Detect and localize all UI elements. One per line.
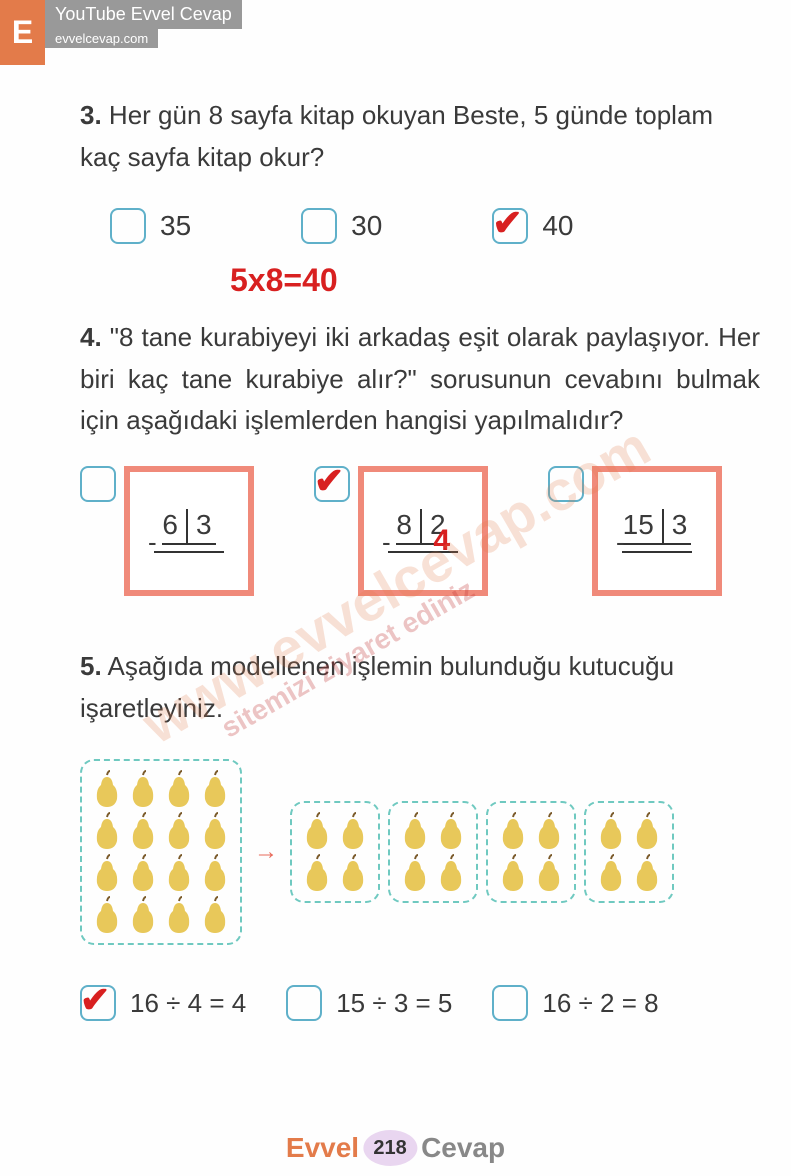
check-mark-icon: ✔ [314,460,344,502]
pear-icon [126,853,160,893]
option-label: 40 [542,210,573,242]
checkbox-icon[interactable] [110,208,146,244]
question-4: 4. "8 tane kurabiyeyi iki arkadaş eşit o… [80,317,760,442]
pear-icon [198,853,232,893]
q5-pears-section: → [80,759,760,945]
minus-icon: - [382,527,391,558]
footer-page-number: 218 [363,1130,417,1166]
pear-icon [496,853,530,893]
header-logo: E YouTube Evvel Cevap evvelcevap.com [0,0,242,65]
pear-icon [126,769,160,809]
page-footer: Evvel 218 Cevap [286,1130,505,1166]
q3-option[interactable]: ✔ 40 [492,208,573,244]
option-label: 35 [160,210,191,242]
q3-number: 3. [80,100,102,130]
pear-small-box [486,801,576,903]
q5-text: Aşağıda modellenen işlemin bulunduğu kut… [80,651,674,723]
pear-icon [496,811,530,851]
pear-icon [126,895,160,935]
pear-icon [434,811,468,851]
pear-small-box [388,801,478,903]
option-label: 16 ÷ 2 = 8 [542,988,658,1019]
pear-icon [162,853,196,893]
logo-e-icon: E [0,0,45,65]
pear-icon [162,895,196,935]
pear-icon [532,853,566,893]
checkbox-icon[interactable]: ✔ [492,208,528,244]
pear-icon [198,811,232,851]
division-card: 82 - 4 [358,466,488,596]
checkbox-icon[interactable] [286,985,322,1021]
checkbox-icon[interactable] [301,208,337,244]
pear-icon [336,811,370,851]
pear-icon [594,811,628,851]
pear-icon [198,769,232,809]
minus-icon: - [616,527,625,558]
q3-text: Her gün 8 sayfa kitap okuyan Beste, 5 gü… [80,100,713,172]
pear-icon [90,853,124,893]
q4-text: "8 tane kurabiyeyi iki arkadaş eşit olar… [80,322,760,435]
pear-icon [126,811,160,851]
question-5: 5. Aşağıda modellenen işlemin bulunduğu … [80,646,760,729]
option-label: 16 ÷ 4 = 4 [130,988,246,1019]
checkbox-icon[interactable]: ✔ [80,985,116,1021]
pear-icon [398,811,432,851]
pear-icon [336,853,370,893]
q5-option[interactable]: 15 ÷ 3 = 5 [286,985,452,1021]
check-mark-icon: ✔ [492,202,522,244]
checkbox-icon[interactable] [80,466,116,502]
q5-option[interactable]: ✔ 16 ÷ 4 = 4 [80,985,246,1021]
pear-big-box [80,759,242,945]
pear-icon [594,853,628,893]
question-3: 3. Her gün 8 sayfa kitap okuyan Beste, 5… [80,95,760,178]
pear-icon [90,811,124,851]
q4-card-group[interactable]: ✔ 82 - 4 [314,466,488,596]
pear-icon [162,769,196,809]
option-label: 30 [351,210,382,242]
pear-icon [300,811,334,851]
pear-icon [90,769,124,809]
header-youtube-label: YouTube Evvel Cevap [45,0,242,29]
pear-icon [434,853,468,893]
pear-icon [630,811,664,851]
q4-number: 4. [80,322,102,352]
q4-card-group[interactable]: 153 - [548,466,722,596]
pear-icon [532,811,566,851]
checkbox-icon[interactable] [492,985,528,1021]
checkbox-icon[interactable] [548,466,584,502]
q4-card-group[interactable]: 63 - [80,466,254,596]
q3-option[interactable]: 30 [301,208,382,244]
pear-icon [162,811,196,851]
q4-cards-row: 63 - ✔ 82 - 4 153 - [80,466,760,596]
footer-brand1: Evvel [286,1132,359,1164]
check-mark-icon: ✔ [80,979,110,1021]
option-label: 15 ÷ 3 = 5 [336,988,452,1019]
q5-options-row: ✔ 16 ÷ 4 = 4 15 ÷ 3 = 5 16 ÷ 2 = 8 [80,985,760,1021]
checkbox-icon[interactable]: ✔ [314,466,350,502]
division-card: 153 - [592,466,722,596]
pear-icon [398,853,432,893]
division-answer: 4 [433,524,450,558]
arrow-right-icon: → [254,838,278,866]
q3-options-row: 35 30 ✔ 40 [110,208,760,244]
q5-option[interactable]: 16 ÷ 2 = 8 [492,985,658,1021]
footer-brand2: Cevap [421,1132,505,1164]
header-site-label: evvelcevap.com [45,29,158,48]
pear-icon [300,853,334,893]
pear-small-box [584,801,674,903]
pear-icon [630,853,664,893]
q3-option[interactable]: 35 [110,208,191,244]
pear-icon [90,895,124,935]
q5-number: 5. [80,651,102,681]
pear-icon [198,895,232,935]
division-card: 63 - [124,466,254,596]
q3-annotation: 5x8=40 [230,262,760,299]
minus-icon: - [148,527,157,558]
pear-small-box [290,801,380,903]
